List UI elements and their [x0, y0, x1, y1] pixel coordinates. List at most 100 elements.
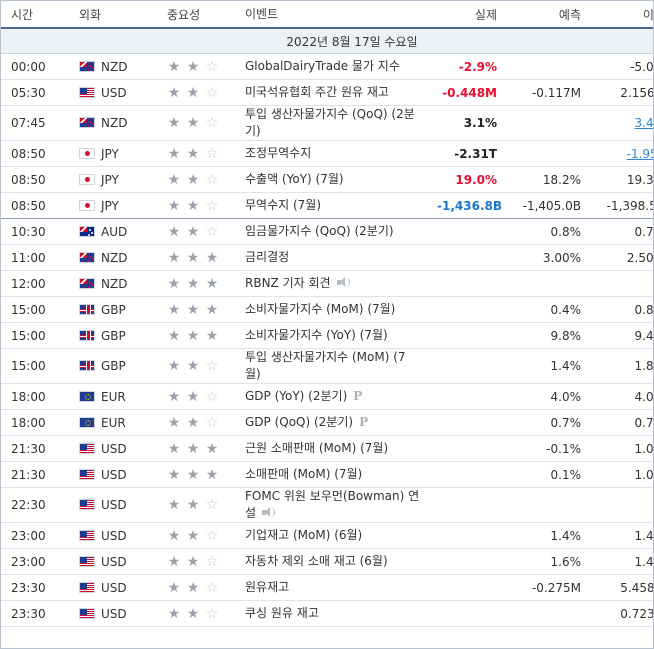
event-cell[interactable]: 조정무역수지 [239, 140, 429, 167]
event-time: 23:30 [1, 600, 67, 627]
table-row[interactable]: 11:00 NZD ★ ★ ★ 금리결정 3.00% 2.50% [1, 244, 653, 271]
event-name[interactable]: 미국석유협회 주간 원유 재고 [245, 85, 389, 99]
table-row[interactable]: 23:00 USD ★ ★ ☆ 기업재고 (MoM) (6월) 1.4% 1.4% [1, 522, 653, 549]
table-row[interactable]: 23:00 USD ★ ★ ☆ 자동차 제외 소매 재고 (6월) 1.6% 1.4% [1, 548, 653, 575]
table-row[interactable]: 23:30 USD ★ ★ ☆ 원유재고 -0.275M 5.458M [1, 574, 653, 601]
event-cell[interactable]: 원유재고 [239, 574, 429, 601]
table-row[interactable]: 21:30 USD ★ ★ ★ 근원 소매판매 (MoM) (7월) -0.1% 1.0% [1, 435, 653, 462]
previous-value-cell [589, 487, 653, 523]
table-row[interactable]: 08:50 JPY ★ ★ ☆ 조정무역수지 -2.31T -1.95T [1, 140, 653, 167]
table-row[interactable]: 12:00 NZD ★ ★ ★ RBNZ 기자 회견 [1, 270, 653, 297]
event-name[interactable]: 소비자물가지수 (MoM) (7월) [245, 302, 396, 316]
event-cell[interactable]: 소비자물가지수 (YoY) (7월) [239, 322, 429, 349]
event-cell[interactable]: GDP (YoY) (2분기) P [239, 383, 429, 410]
star-filled-icon: ★ [167, 171, 181, 188]
event-cell[interactable]: 무역수지 (7월) [239, 192, 429, 219]
event-name[interactable]: 금리결정 [245, 250, 290, 264]
table-row[interactable]: 21:30 USD ★ ★ ★ 소매판매 (MoM) (7월) 0.1% 1.0% [1, 461, 653, 488]
col-header-event[interactable]: 이벤트 [239, 1, 429, 29]
actual-value: 3.1% [429, 105, 503, 141]
event-cell[interactable]: 투입 생산자물가지수 (QoQ) (2분기) [239, 105, 429, 141]
event-cell[interactable]: GDP (QoQ) (2분기) P [239, 409, 429, 436]
star-filled-icon: ★ [167, 84, 181, 101]
previous-value-cell: 5.458M [589, 574, 653, 601]
event-name[interactable]: 임금물가지수 (QoQ) (2분기) [245, 224, 394, 238]
event-name[interactable]: 기업재고 (MoM) (6월) [245, 528, 363, 542]
table-row[interactable]: 15:00 GBP ★ ★ ☆ 투입 생산자물가지수 (MoM) (7월) 1.4% 1.8% [1, 348, 653, 384]
event-time: 00:00 [1, 53, 67, 80]
table-row[interactable]: 07:45 NZD ★ ★ ☆ 투입 생산자물가지수 (QoQ) (2분기) 3.1% 3.4… [1, 105, 654, 141]
event-name[interactable]: GDP (QoQ) (2분기) [245, 415, 354, 429]
table-row[interactable]: 15:00 GBP ★ ★ ★ 소비자물가지수 (MoM) (7월) 0.4% 0.8% [1, 296, 653, 323]
uk-flag-icon [79, 360, 95, 371]
table-row[interactable]: 05:30 USD ★ ★ ☆ 미국석유협회 주간 원유 재고 -0.448M -0.117M… [1, 79, 654, 106]
event-name[interactable]: 근원 소매판매 (MoM) (7월) [245, 441, 389, 455]
event-name[interactable]: 무역수지 (7월) [245, 198, 322, 212]
event-cell[interactable]: 수출액 (YoY) (7월) [239, 166, 429, 193]
event-cell[interactable]: 미국석유협회 주간 원유 재고 [239, 79, 429, 106]
importance-stars: ★ ★ ★ [155, 244, 239, 271]
actual-value [429, 487, 503, 523]
table-row[interactable]: 15:00 GBP ★ ★ ★ 소비자물가지수 (YoY) (7월) 9.8% 9.4% [1, 322, 653, 349]
previous-value-cell: 3.4% [589, 105, 654, 141]
actual-value [429, 244, 503, 271]
event-name[interactable]: FOMC 위원 보우먼(Bowman) 연설 [245, 489, 420, 520]
event-cell[interactable]: GlobalDairyTrade 물가 지수 [239, 53, 429, 80]
event-cell[interactable]: 금리결정 [239, 244, 429, 271]
event-cell[interactable]: 소비자물가지수 (MoM) (7월) [239, 296, 429, 323]
event-name[interactable]: 투입 생산자물가지수 (QoQ) (2분기) [245, 107, 415, 138]
event-name[interactable]: GlobalDairyTrade 물가 지수 [245, 59, 400, 73]
actual-value [429, 600, 503, 627]
event-cell[interactable]: FOMC 위원 보우먼(Bowman) 연설 [239, 487, 429, 523]
importance-stars: ★ ★ ☆ [155, 409, 239, 436]
event-cell[interactable]: 소매판매 (MoM) (7월) [239, 461, 429, 488]
col-header-currency[interactable]: 외화 [67, 1, 155, 29]
star-filled-icon: ★ [167, 249, 181, 266]
previous-revised-link[interactable]: -1.95T [626, 146, 653, 161]
table-row[interactable]: 23:30 USD ★ ★ ☆ 쿠싱 원유 재고 0.723M [1, 600, 653, 627]
forecast-value: 4.0% [503, 383, 589, 410]
event-cell[interactable]: 자동차 제외 소매 재고 (6월) [239, 548, 429, 575]
event-cell[interactable]: 기업재고 (MoM) (6월) [239, 522, 429, 549]
event-cell[interactable]: RBNZ 기자 회견 [239, 270, 429, 297]
previous-revised-link[interactable]: 3.4% [634, 116, 654, 130]
currency-code: EUR [101, 389, 126, 404]
currency-cell: GBP [67, 322, 155, 349]
table-row[interactable]: 08:50 JPY ★ ★ ☆ 무역수지 (7월) -1,436.8B -1,405.0B -1… [1, 192, 653, 219]
table-row[interactable]: 18:00 EUR ★ ★ ☆ GDP (YoY) (2분기) P 4.0% 4.0% [1, 383, 653, 410]
col-header-time[interactable]: 시간 [1, 1, 67, 29]
col-header-actual[interactable]: 실제 [429, 1, 503, 29]
event-name[interactable]: 자동차 제외 소매 재고 (6월) [245, 554, 388, 568]
currency-cell: EUR [67, 409, 155, 436]
event-name[interactable]: 원유재고 [245, 580, 290, 594]
event-time: 23:00 [1, 522, 67, 549]
previous-value-cell: 1.0% [589, 461, 653, 488]
table-row[interactable]: 22:30 USD ★ ★ ☆ FOMC 위원 보우먼(Bowman) 연설 [1, 487, 653, 523]
event-cell[interactable]: 근원 소매판매 (MoM) (7월) [239, 435, 429, 462]
us-flag-icon [79, 529, 95, 541]
actual-value: -1,436.8B [429, 192, 503, 219]
event-name[interactable]: RBNZ 기자 회견 [245, 276, 331, 290]
col-header-forecast[interactable]: 예측 [503, 1, 589, 29]
col-header-importance[interactable]: 중요성 [155, 1, 239, 29]
event-name[interactable]: GDP (YoY) (2분기) [245, 389, 348, 403]
star-filled-icon: ★ [205, 301, 219, 318]
currency-cell: NZD [67, 53, 155, 80]
table-row[interactable]: 10:30 AUD ★ ★ ☆ 임금물가지수 (QoQ) (2분기) 0.8% 0.7% [1, 218, 653, 245]
previous-value: 2.156M [620, 85, 654, 100]
forecast-value [503, 600, 589, 627]
event-cell[interactable]: 투입 생산자물가지수 (MoM) (7월) [239, 348, 429, 384]
table-row[interactable]: 08:50 JPY ★ ★ ☆ 수출액 (YoY) (7월) 19.0%18.2% 19.3% [1, 166, 653, 193]
event-name[interactable]: 쿠싱 원유 재고 [245, 606, 319, 620]
col-header-previous[interactable]: 이전 [589, 1, 653, 29]
event-name[interactable]: 조정무역수지 [245, 146, 312, 160]
event-name[interactable]: 소매판매 (MoM) (7월) [245, 467, 363, 481]
table-row[interactable]: 00:00 NZD ★ ★ ☆ GlobalDairyTrade 물가 지수 -2.9% -5… [1, 53, 653, 80]
event-name[interactable]: 수출액 (YoY) (7월) [245, 172, 344, 186]
table-row[interactable]: 18:00 EUR ★ ★ ☆ GDP (QoQ) (2분기) P 0.7% 0.7% [1, 409, 653, 436]
event-cell[interactable]: 쿠싱 원유 재고 [239, 600, 429, 627]
event-name[interactable]: 투입 생산자물가지수 (MoM) (7월) [245, 350, 406, 381]
previous-value-cell: 2.50% [589, 244, 653, 271]
event-name[interactable]: 소비자물가지수 (YoY) (7월) [245, 328, 388, 342]
event-cell[interactable]: 임금물가지수 (QoQ) (2분기) [239, 218, 429, 245]
